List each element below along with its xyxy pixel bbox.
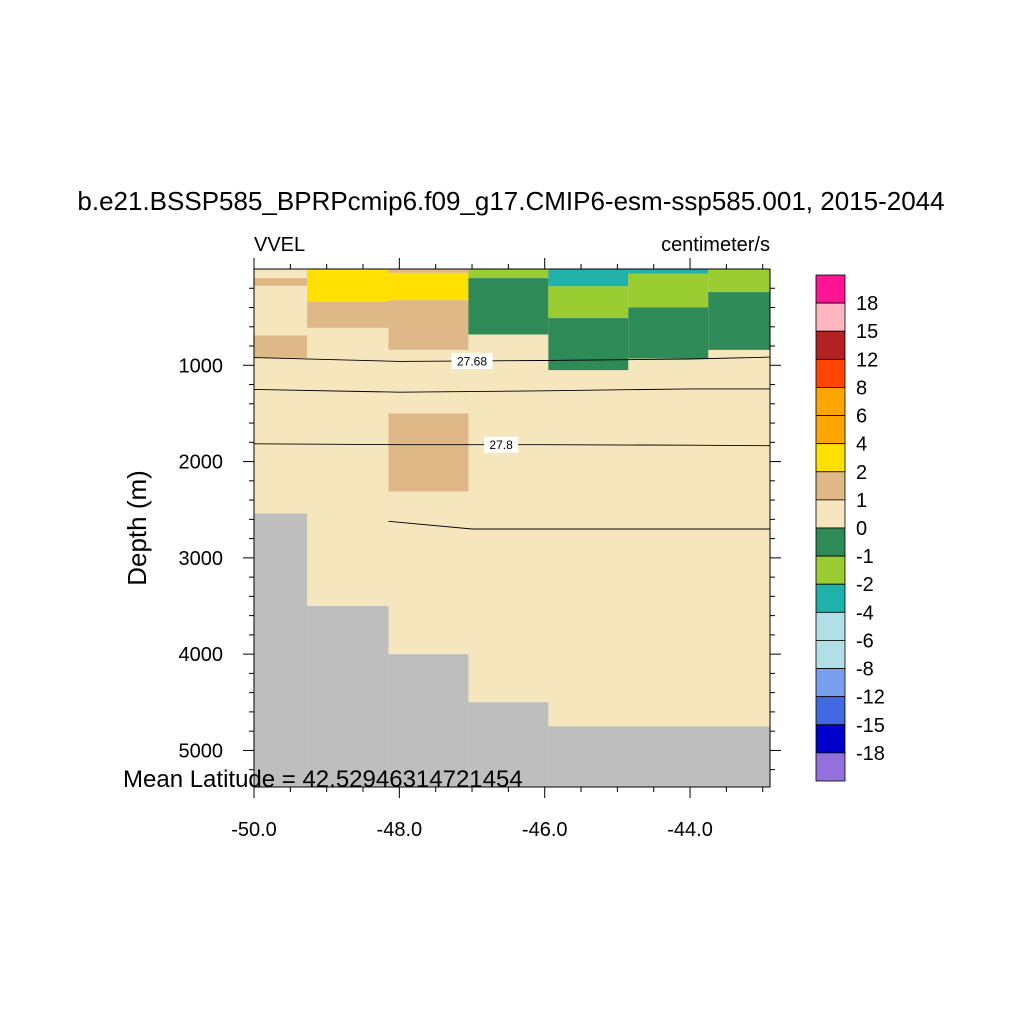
colorbar-swatch-4 xyxy=(815,387,846,416)
colorbar: 18 15 12 8 6 4 2 1 0 -1 -2 -4 -6 -8 -12 -15 -18 xyxy=(815,274,885,782)
contour-label-bg-0 xyxy=(451,352,493,369)
colorbar-swatch-15 xyxy=(815,696,846,726)
colorbar-swatch-12 xyxy=(815,611,846,641)
colorbar-swatch-13 xyxy=(815,640,846,669)
data-cell-9 xyxy=(548,269,629,287)
colorbar-label-6: 2 xyxy=(856,462,867,484)
y-tick-label-2: 3000 xyxy=(179,548,224,570)
data-cell-3 xyxy=(388,272,469,301)
land-step-1 xyxy=(307,605,389,787)
colorbar-swatch-10 xyxy=(815,555,846,585)
data-cell-1 xyxy=(307,269,389,302)
data-cell-17 xyxy=(388,413,469,492)
data-cell-12 xyxy=(628,273,709,308)
y-tick-label-3: 4000 xyxy=(179,644,224,666)
contour-line-2 xyxy=(253,443,771,447)
land-step-3 xyxy=(468,702,549,787)
colorbar-swatch-9 xyxy=(815,527,846,557)
y-tick-label-0: 1000 xyxy=(179,355,224,377)
axes: -50.0 -48.0 -46.0 -44.0 1000 2000 3000 4000 5000 xyxy=(179,258,781,841)
colorbar-label-4: 6 xyxy=(856,406,867,428)
data-cell-13 xyxy=(708,269,770,293)
colorbar-label-11: -4 xyxy=(856,602,874,624)
colorbar-swatch-14 xyxy=(815,668,846,698)
land-step-0 xyxy=(254,513,308,787)
colorbar-label-3: 8 xyxy=(856,377,867,399)
data-cell-16 xyxy=(708,292,770,350)
colorbar-label-8: 0 xyxy=(856,518,867,540)
data-cell-0 xyxy=(254,278,308,286)
data-cell-6 xyxy=(254,335,308,359)
land-step-2 xyxy=(388,654,469,787)
colorbar-label-12: -6 xyxy=(856,630,874,652)
colorbar-label-10: -2 xyxy=(856,574,874,596)
colorbar-label-7: 1 xyxy=(856,490,867,512)
contour-line-3 xyxy=(388,520,770,530)
data-cell-4 xyxy=(307,301,389,328)
colorbar-swatch-8 xyxy=(815,499,846,529)
x-tick-label-3: -44.0 xyxy=(667,819,713,841)
bathymetry-mask xyxy=(254,513,770,787)
y-axis-label: Depth (m) xyxy=(122,470,152,586)
units-label: centimeter/s xyxy=(661,234,770,256)
data-cell-2 xyxy=(388,269,469,273)
colorbar-swatch-7 xyxy=(815,471,846,501)
colorbar-swatch-0 xyxy=(815,274,846,304)
contour-label-0: 27.68 xyxy=(457,354,487,368)
y-tick-label-1: 2000 xyxy=(179,452,224,474)
chart-title: b.e21.BSSP585_BPRPcmip6.f09_g17.CMIP6-es… xyxy=(77,186,944,216)
x-tick-label-1: -48.0 xyxy=(377,819,423,841)
data-cell-15 xyxy=(628,307,709,359)
colorbar-swatch-5 xyxy=(815,415,846,445)
colorbar-label-16: -18 xyxy=(856,743,885,765)
variable-label: VVEL xyxy=(254,234,305,256)
data-cell-11 xyxy=(548,286,629,319)
contour-label-bg-2 xyxy=(484,436,519,453)
data-cell-8 xyxy=(468,278,549,335)
colorbar-swatch-6 xyxy=(815,443,846,473)
colorbar-label-15: -15 xyxy=(856,715,885,737)
colorbar-label-0: 18 xyxy=(856,293,878,315)
land-step-4 xyxy=(548,726,770,787)
colorbar-label-2: 12 xyxy=(856,349,878,371)
colorbar-swatch-17 xyxy=(815,752,846,782)
x-tick-label-2: -46.0 xyxy=(522,819,568,841)
colorbar-swatch-2 xyxy=(815,330,846,360)
colorbar-label-14: -12 xyxy=(856,687,885,709)
contour-label-2: 27.8 xyxy=(489,438,513,452)
colorbar-swatch-3 xyxy=(815,358,846,388)
data-cell-10 xyxy=(628,269,709,274)
plot-frame xyxy=(253,268,771,788)
colorbar-label-5: 4 xyxy=(856,434,867,456)
y-tick-label-4: 5000 xyxy=(179,740,224,762)
contour-line-0 xyxy=(253,356,771,362)
data-cell-7 xyxy=(468,269,549,279)
colorbar-label-9: -1 xyxy=(856,546,874,568)
data-cell-5 xyxy=(388,300,469,350)
density-contours: 27.68 27.8 xyxy=(253,352,771,530)
colorbar-label-1: 15 xyxy=(856,321,878,343)
colorbar-swatch-11 xyxy=(815,583,846,613)
contour-line-1 xyxy=(253,388,770,393)
colorbar-swatch-16 xyxy=(815,724,846,754)
x-tick-label-0: -50.0 xyxy=(231,819,277,841)
colorbar-label-13: -8 xyxy=(856,659,874,681)
colorbar-swatch-1 xyxy=(815,302,846,332)
mean-latitude-annotation: Mean Latitude = 42.52946314721454 xyxy=(123,766,523,793)
data-cell-14 xyxy=(548,318,629,371)
